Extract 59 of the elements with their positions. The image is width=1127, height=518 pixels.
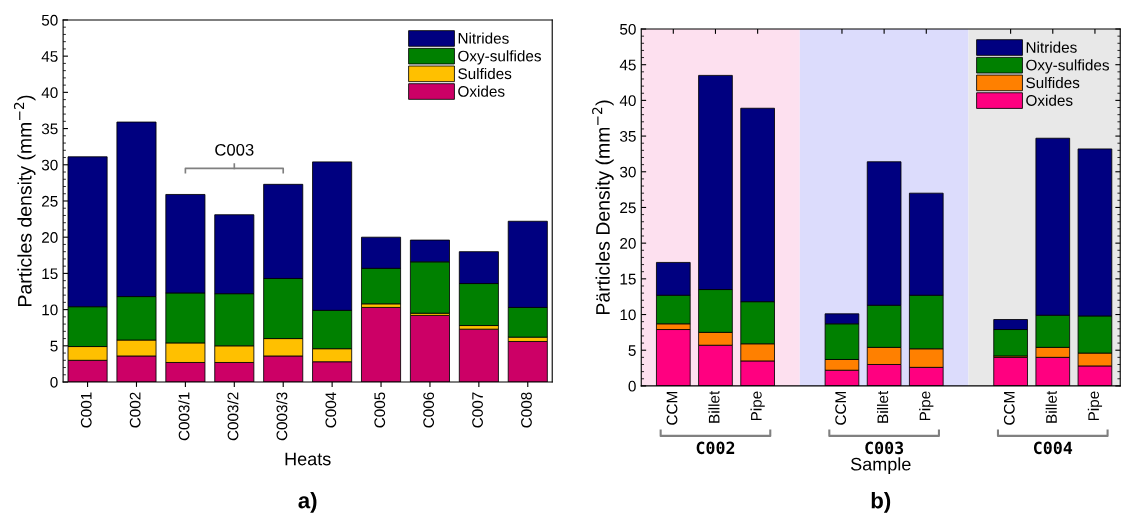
y-tick-label: 45	[41, 51, 58, 62]
text: C003	[865, 441, 904, 455]
x-tick-label: C003/3	[276, 392, 288, 441]
legend-label: Sulfides	[1026, 76, 1080, 89]
x-tick-label: Billet	[1045, 390, 1057, 423]
y-tick-label: 45	[619, 59, 636, 71]
x-axis-title: Heats	[285, 452, 331, 466]
annotation: C003	[215, 143, 254, 156]
text: b)	[871, 492, 891, 513]
x-tick-label: CCM	[666, 392, 678, 425]
y-tick-label: 50	[620, 23, 636, 35]
y-axis-title: Particles density (mm$^{−2}$)	[13, 95, 36, 306]
y-tick-label: 50	[41, 14, 58, 26]
x-tick-label: C007	[472, 392, 483, 428]
y-tick-label: 10	[42, 304, 58, 316]
y-tick-label: 5	[50, 340, 58, 352]
y-tick-label: 30	[619, 166, 636, 178]
y-tick-label: 0	[628, 380, 636, 392]
y-tick-label: 40	[619, 95, 636, 107]
y-tick-label: 35	[619, 130, 636, 142]
legend-label: Oxides	[458, 85, 505, 97]
text: C002	[696, 441, 735, 455]
x-tick-label: C002	[129, 392, 141, 428]
x-tick-label: Pipe	[919, 391, 934, 421]
text: C004	[1033, 441, 1073, 455]
y-tick-label: 5	[628, 345, 636, 356]
legend-label: Oxy-sulfides	[458, 50, 541, 65]
y-tick-label: 20	[620, 238, 636, 249]
x-tick-label: Pipe	[1087, 391, 1103, 421]
y-tick-label: 25	[42, 195, 58, 207]
y-tick-label: 40	[41, 87, 58, 99]
y-tick-label: 20	[42, 232, 58, 243]
text: a)	[298, 492, 317, 513]
legend-label: Nitrides	[1026, 41, 1077, 53]
x-tick-label: C003/2	[227, 392, 239, 441]
x-tick-label: C008	[521, 392, 532, 428]
x-tick-label: C003/1	[178, 392, 190, 441]
legend-label: Oxides	[1026, 94, 1073, 106]
x-tick-label: C004	[325, 392, 337, 428]
y-axis-title: Pärticles Density (mm$^{−2}$)	[592, 100, 614, 315]
x-tick-label: Billet	[877, 390, 889, 423]
legend-label: Nitrides	[458, 32, 509, 44]
y-tick-label: 10	[620, 309, 636, 321]
y-tick-label: 0	[50, 376, 58, 388]
legend-label: Oxy-sulfides	[1026, 59, 1109, 74]
x-tick-label: C001	[80, 392, 92, 428]
x-tick-label: Pipe	[750, 391, 765, 421]
y-tick-label: 35	[41, 123, 58, 135]
x-axis-title: Sample	[850, 457, 911, 475]
legend-label: Sulfides	[458, 67, 512, 80]
x-tick-label: CCM	[835, 392, 847, 425]
x-tick-label: C006	[423, 392, 435, 428]
x-tick-label: C005	[374, 392, 386, 428]
x-tick-label: Billet	[708, 390, 720, 423]
y-tick-label: 15	[42, 268, 58, 280]
x-tick-label: CCM	[1003, 392, 1015, 425]
y-tick-label: 25	[620, 202, 636, 214]
y-tick-label: 15	[620, 273, 636, 285]
y-tick-label: 30	[41, 159, 58, 171]
